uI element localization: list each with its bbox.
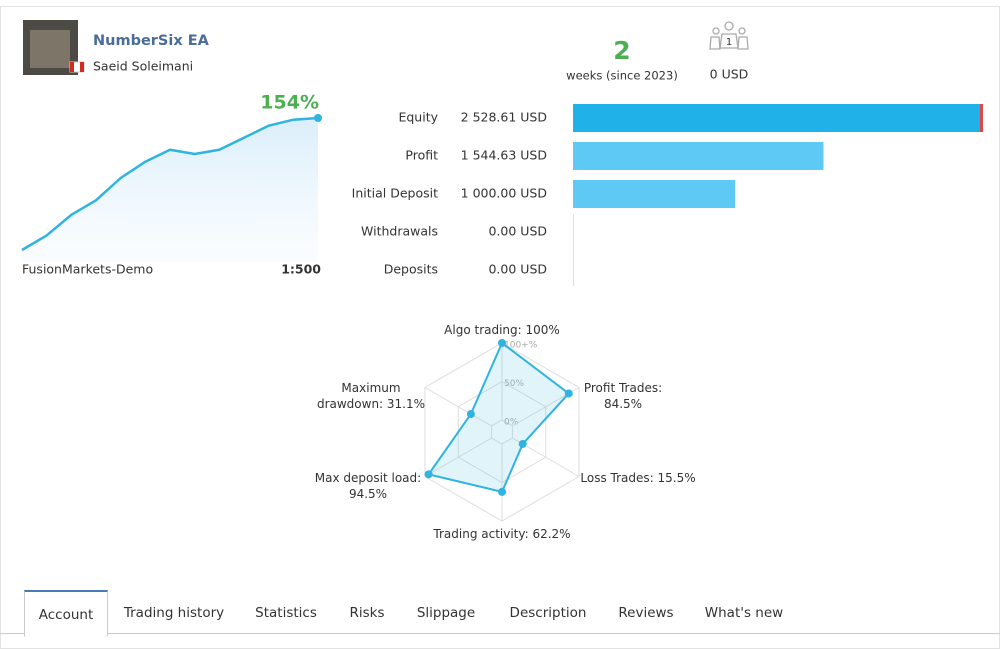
subscribers-count: 1 xyxy=(726,37,732,48)
flag-band xyxy=(80,62,84,72)
bar-label: Deposits xyxy=(384,262,438,277)
leverage: 1:500 xyxy=(281,262,321,277)
author[interactable]: Saeid Soleimani xyxy=(93,59,193,74)
flag-band xyxy=(70,62,74,72)
weeks-label: weeks (since 2023) xyxy=(566,69,678,83)
bar-label: Initial Deposit xyxy=(352,186,438,201)
growth-label: 154% xyxy=(260,92,319,114)
avatar-art xyxy=(30,30,70,68)
radar-spoke xyxy=(424,437,492,477)
broker[interactable]: FusionMarkets-Demo xyxy=(22,262,153,277)
bar-value: 0.00 USD xyxy=(488,262,547,277)
signal-title[interactable]: NumberSix EA xyxy=(93,33,210,49)
tab[interactable]: Statistics xyxy=(255,605,317,621)
tab[interactable]: Reviews xyxy=(618,605,674,621)
bar-value: 0.00 USD xyxy=(488,224,547,239)
bar xyxy=(573,180,736,208)
radar-tick-label: 50% xyxy=(504,379,524,389)
bar xyxy=(573,142,824,170)
bar-value: 1 544.63 USD xyxy=(461,148,547,163)
growth-line xyxy=(21,116,319,252)
subscribers-icon xyxy=(709,21,749,50)
radar-label: Maximum drawdown: 31.1% xyxy=(316,381,426,411)
radar-point xyxy=(424,470,433,479)
radar-label: Profit Trades: 84.5% xyxy=(583,381,663,411)
weeks: 2 xyxy=(613,36,630,65)
bar-end-marker xyxy=(980,104,983,132)
radar-label: Trading activity: 62.2% xyxy=(433,527,571,541)
bar-value: 1 000.00 USD xyxy=(461,186,547,201)
growth-area xyxy=(22,118,318,262)
tab[interactable]: Slippage xyxy=(416,605,476,621)
bar-label: Profit xyxy=(405,148,438,163)
growth-end xyxy=(314,114,322,122)
bar-label: Withdrawals xyxy=(361,224,438,239)
subscribers-funds: 0 USD xyxy=(710,67,749,82)
tab[interactable]: Risks xyxy=(349,605,385,621)
bar-label: Equity xyxy=(398,110,438,125)
radar-point xyxy=(564,389,573,398)
radar-label: Max deposit load: 94.5% xyxy=(314,471,422,501)
radar-point xyxy=(498,487,506,496)
radar-tick-label: 100+% xyxy=(504,341,538,351)
radar-point xyxy=(498,339,506,347)
radar-point xyxy=(518,439,527,448)
bar-value: 2 528.61 USD xyxy=(461,110,547,125)
radar-point xyxy=(466,410,475,419)
tab[interactable]: Description xyxy=(509,605,587,621)
tab[interactable]: Account xyxy=(24,590,108,637)
bar xyxy=(573,104,983,132)
tab[interactable]: Trading history xyxy=(123,605,225,621)
radar-label: Loss Trades: 15.5% xyxy=(580,471,696,485)
radar-area xyxy=(426,341,571,494)
radar-tick-label: 0% xyxy=(504,418,519,428)
radar-spoke xyxy=(424,387,492,427)
tab[interactable]: What's new xyxy=(704,605,784,621)
radar-label: Algo trading: 100% xyxy=(444,323,560,337)
